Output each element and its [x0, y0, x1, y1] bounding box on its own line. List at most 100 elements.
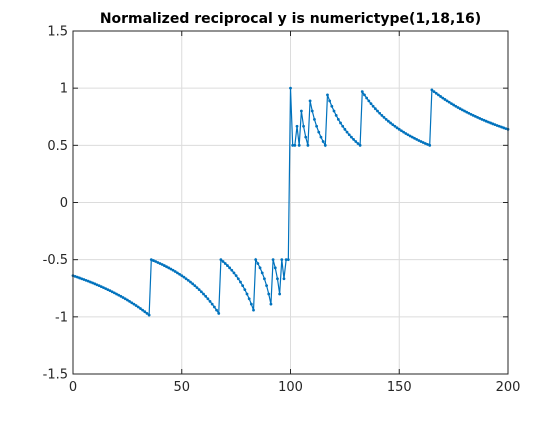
data-point [110, 290, 114, 294]
data-point [202, 292, 205, 296]
data-point [89, 280, 92, 284]
data-point [75, 275, 79, 279]
y-tick-label: -1 [55, 310, 68, 325]
data-point [330, 104, 334, 108]
data-point [132, 302, 136, 306]
data-point [97, 284, 101, 288]
data-point [391, 123, 395, 127]
data-point [306, 143, 310, 147]
data-point [176, 271, 179, 275]
data-point [112, 291, 116, 295]
data-point [323, 143, 327, 147]
data-point [487, 120, 490, 124]
data-point [408, 134, 412, 138]
data-point [167, 266, 171, 270]
data-point [343, 127, 347, 131]
data-point [502, 126, 506, 130]
data-point [336, 117, 340, 121]
data-point [226, 264, 229, 267]
data-point [128, 299, 131, 303]
data-point [139, 307, 142, 310]
data-point [395, 126, 399, 130]
data-point [458, 107, 462, 111]
data-point [284, 258, 288, 262]
data-point [369, 102, 373, 106]
data-point [141, 308, 145, 312]
data-point [350, 135, 353, 139]
data-point [313, 117, 316, 121]
data-point [432, 90, 436, 94]
data-point [102, 286, 105, 289]
data-point [447, 100, 451, 104]
data-point [182, 275, 186, 279]
data-point [365, 96, 369, 100]
data-point [204, 294, 208, 298]
data-point [347, 133, 351, 137]
data-point [400, 129, 403, 133]
data-point [130, 301, 134, 305]
data-point [452, 103, 456, 107]
chart-title: Normalized reciprocal y is numerictype(1… [100, 11, 481, 27]
data-point [263, 277, 266, 281]
x-tick-label: 0 [69, 380, 77, 395]
data-point [441, 96, 445, 100]
data-point [286, 258, 290, 262]
data-point [386, 119, 390, 123]
data-point [189, 280, 192, 284]
data-point [221, 260, 225, 263]
data-point [145, 311, 149, 315]
data-point [450, 102, 453, 106]
data-point [363, 93, 366, 97]
data-point [206, 297, 210, 301]
data-point [493, 123, 497, 127]
data-point [104, 287, 108, 290]
y-tick-label: 1.5 [47, 25, 68, 40]
data-point [260, 271, 264, 275]
data-point [317, 130, 321, 134]
data-point [504, 127, 508, 130]
data-point [389, 121, 392, 125]
data-point [345, 130, 349, 134]
data-point [334, 113, 338, 117]
data-point [341, 124, 345, 128]
data-point [473, 115, 477, 118]
data-point [295, 124, 299, 128]
data-point [267, 292, 271, 296]
data-point [95, 283, 99, 287]
data-point [178, 272, 181, 276]
data-point [154, 260, 158, 263]
data-point [491, 122, 495, 126]
data-point [136, 305, 140, 309]
data-point [465, 110, 469, 114]
data-point [234, 274, 238, 278]
data-point [147, 313, 151, 317]
data-point [217, 311, 221, 315]
ticks: 0 50 100 150 200 -1.5 -1 -0.5 0 0.5 1 1.5 [43, 25, 521, 396]
data-point [197, 288, 201, 292]
data-point [84, 278, 88, 282]
data-point [123, 297, 127, 301]
data-point [482, 118, 486, 122]
data-point [230, 268, 234, 272]
data-point [308, 99, 312, 103]
data-point [332, 109, 336, 113]
data-point [439, 95, 442, 98]
data-point [245, 292, 249, 296]
data-point [299, 109, 303, 113]
data-point [93, 282, 97, 286]
data-point [91, 281, 94, 285]
data-point [158, 262, 162, 265]
data-point [210, 302, 214, 306]
x-tick-label: 150 [387, 380, 412, 395]
data-point [480, 117, 484, 121]
data-point [497, 124, 501, 128]
data-point [80, 277, 84, 281]
grid [72, 30, 509, 375]
data-point [443, 98, 447, 101]
data-point [256, 262, 260, 265]
data-point [356, 142, 360, 145]
data-point [184, 277, 188, 281]
data-point [413, 136, 416, 140]
data-point [410, 135, 414, 139]
